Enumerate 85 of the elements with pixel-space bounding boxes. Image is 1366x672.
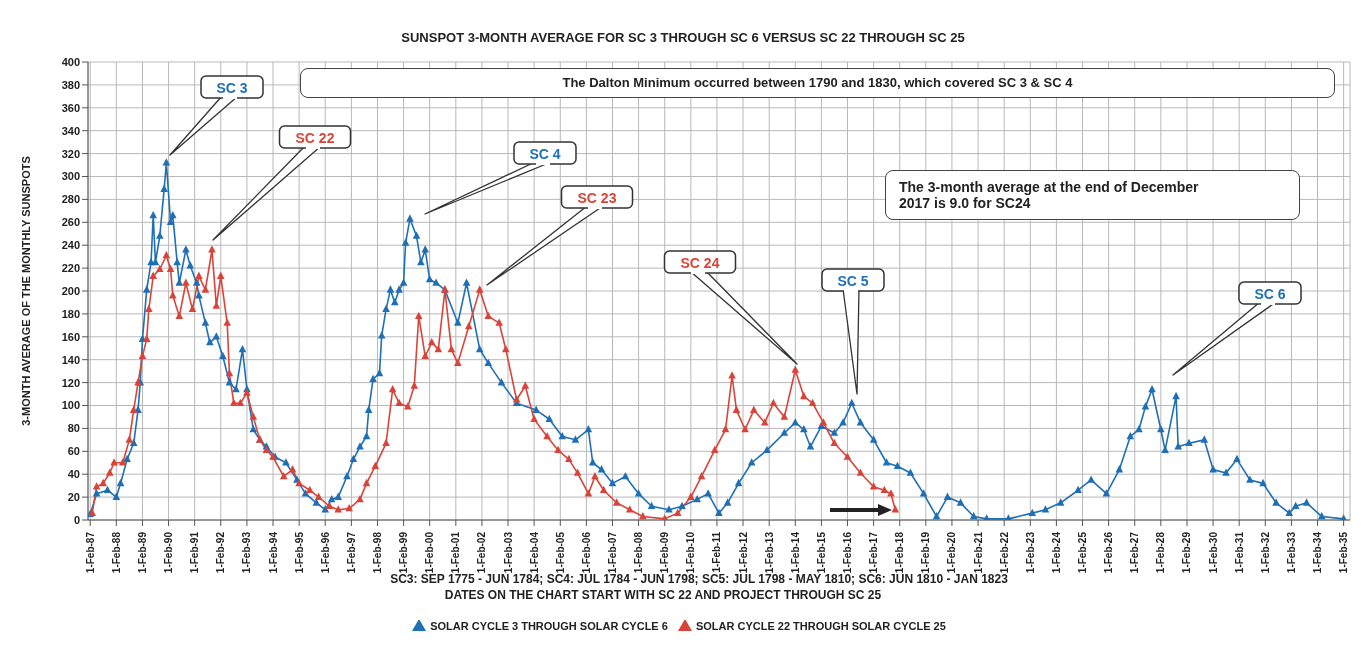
x-tick-label: 1-Feb-91 xyxy=(189,531,201,574)
x-tick-label: 1-Feb-13 xyxy=(763,531,775,574)
x-tick-label: 1-Feb-93 xyxy=(241,531,253,574)
x-tick-label: 1-Feb-04 xyxy=(528,531,540,574)
x-tick-label: 1-Feb-99 xyxy=(398,531,410,574)
annotation: SC 6 xyxy=(1254,286,1286,302)
x-tick-label: 1-Feb-25 xyxy=(1077,531,1089,574)
x-tick-label: 1-Feb-31 xyxy=(1233,531,1245,574)
y-tick-label: 140 xyxy=(61,353,80,366)
legend-label: SOLAR CYCLE 3 THROUGH SOLAR CYCLE 6 xyxy=(430,620,668,632)
x-tick-label: 1-Feb-06 xyxy=(580,531,592,574)
y-tick-label: 40 xyxy=(67,468,80,481)
x-tick-label: 1-Feb-20 xyxy=(946,531,958,574)
x-tick-label: 1-Feb-10 xyxy=(685,531,697,574)
chart-title: SUNSPOT 3-MONTH AVERAGE FOR SC 3 THROUGH SC 6 VERSUS SC 22 THROUGH SC 25 xyxy=(400,30,966,45)
x-tick-label: 1-Feb-90 xyxy=(163,531,175,574)
y-tick-label: 20 xyxy=(67,491,80,504)
y-tick-label: 360 xyxy=(61,101,80,114)
x-tick-label: 1-Feb-24 xyxy=(1050,531,1062,574)
y-tick-label: 220 xyxy=(61,262,80,275)
x-tick-label: 1-Feb-34 xyxy=(1312,531,1324,574)
x-tick-label: 1-Feb-32 xyxy=(1259,531,1271,574)
y-tick-label: 260 xyxy=(61,216,80,229)
x-tick-label: 1-Feb-11 xyxy=(711,531,723,573)
x-tick-label: 1-Feb-94 xyxy=(267,531,279,574)
x-tick-label: 1-Feb-23 xyxy=(1024,531,1036,574)
y-tick-label: 160 xyxy=(61,330,80,343)
annotation: SC 22 xyxy=(295,130,335,146)
annotation: SC 3 xyxy=(216,80,248,96)
annotation: SC 5 xyxy=(837,273,869,289)
x-tick-label: 1-Feb-97 xyxy=(345,531,357,574)
x-tick-label: 1-Feb-00 xyxy=(424,531,436,574)
y-tick-label: 200 xyxy=(61,284,80,297)
x-tick-label: 1-Feb-33 xyxy=(1285,531,1297,574)
x-tick-label: 1-Feb-96 xyxy=(319,531,331,574)
y-tick-label: 340 xyxy=(61,124,80,137)
x-tick-label: 1-Feb-01 xyxy=(450,531,462,574)
x-tick-label: 1-Feb-02 xyxy=(476,531,488,574)
y-tick-label: 280 xyxy=(61,193,80,206)
x-tick-label: 1-Feb-98 xyxy=(371,531,383,574)
y-tick-label: 300 xyxy=(61,170,80,183)
y-axis-title: 3-MONTH AVERAGE OF THE MONTHLY SUNSPOTS xyxy=(20,156,32,426)
y-tick-label: 80 xyxy=(67,422,80,435)
x-tick-label: 1-Feb-03 xyxy=(502,531,514,574)
x-tick-label: 1-Feb-89 xyxy=(136,531,148,574)
x-tick-label: 1-Feb-26 xyxy=(1103,531,1115,574)
x-tick-label: 1-Feb-07 xyxy=(606,531,618,574)
x-tick-label: 1-Feb-88 xyxy=(110,531,122,574)
x-tick-label: 1-Feb-30 xyxy=(1207,531,1219,574)
annotation: The 3-month average at the end of December 2017 is 9.0 for SC24 xyxy=(899,178,1199,212)
annotation: The Dalton Minimum occurred between 1790 and 1830, which covered SC 3 & SC 4 xyxy=(562,74,1073,91)
text: DATES ON THE CHART START WITH SC 22 AND PROJECT THROUGH SC 25 xyxy=(444,588,882,603)
x-tick-label: 1-Feb-15 xyxy=(815,531,827,574)
y-tick-label: 0 xyxy=(73,513,80,526)
x-tick-label: 1-Feb-29 xyxy=(1181,531,1193,574)
y-tick-label: 120 xyxy=(61,376,80,389)
x-tick-label: 1-Feb-12 xyxy=(737,531,749,574)
y-tick-label: 400 xyxy=(61,55,80,68)
x-tick-label: 1-Feb-35 xyxy=(1338,531,1350,574)
x-axis-title: SC3: SEP 1775 - JUN 1784; SC4: JUL 1784 - JUN 1798; SC5: JUL 1798 - MAY 1810; SC6: JUN 1810 - JAN 1823 xyxy=(390,572,1009,586)
x-tick-label: 1-Feb-09 xyxy=(659,531,671,574)
x-tick-label: 1-Feb-95 xyxy=(293,531,305,574)
x-tick-label: 1-Feb-05 xyxy=(554,531,566,574)
y-tick-label: 320 xyxy=(61,147,80,160)
x-tick-label: 1-Feb-28 xyxy=(1155,531,1167,574)
x-tick-label: 1-Feb-18 xyxy=(894,531,906,574)
x-tick-label: 1-Feb-14 xyxy=(789,531,801,574)
x-tick-label: 1-Feb-21 xyxy=(972,531,984,574)
y-tick-label: 240 xyxy=(61,239,80,252)
x-tick-label: 1-Feb-27 xyxy=(1129,531,1141,574)
annotation: SC 4 xyxy=(529,146,561,162)
x-tick-label: 1-Feb-92 xyxy=(215,531,227,574)
legend-label: SOLAR CYCLE 22 THROUGH SOLAR CYCLE 25 xyxy=(695,620,946,632)
y-tick-label: 60 xyxy=(67,445,80,458)
y-tick-label: 100 xyxy=(61,399,80,412)
x-tick-label: 1-Feb-08 xyxy=(633,531,645,574)
annotation: SC 24 xyxy=(680,255,720,271)
x-tick-label: 1-Feb-19 xyxy=(920,531,932,574)
annotation: SC 23 xyxy=(577,190,617,206)
x-tick-label: 1-Feb-22 xyxy=(998,531,1010,574)
x-tick-label: 1-Feb-16 xyxy=(841,531,853,574)
y-tick-label: 180 xyxy=(61,307,80,320)
y-tick-label: 380 xyxy=(61,78,80,91)
x-tick-label: 1-Feb-87 xyxy=(84,531,96,574)
x-tick-label: 1-Feb-17 xyxy=(868,531,880,574)
